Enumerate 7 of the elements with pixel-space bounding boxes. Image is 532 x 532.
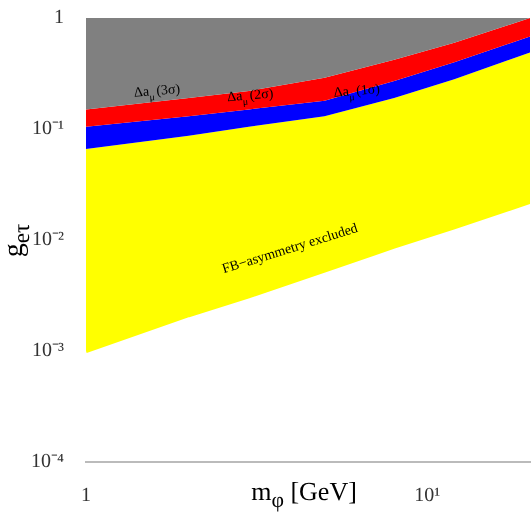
y-tick-label: 10⁻² bbox=[32, 229, 64, 252]
y-tick-label: 10⁻³ bbox=[32, 340, 64, 363]
y-tick-label: 10⁻⁴ bbox=[31, 451, 65, 474]
y-tick-label: 1 bbox=[54, 7, 64, 30]
x-axis-title: m$_{φ}$ [GeV] bbox=[251, 476, 357, 514]
x-tick-label: 10¹ bbox=[414, 485, 441, 508]
y-tick-label: 10⁻¹ bbox=[32, 118, 64, 141]
